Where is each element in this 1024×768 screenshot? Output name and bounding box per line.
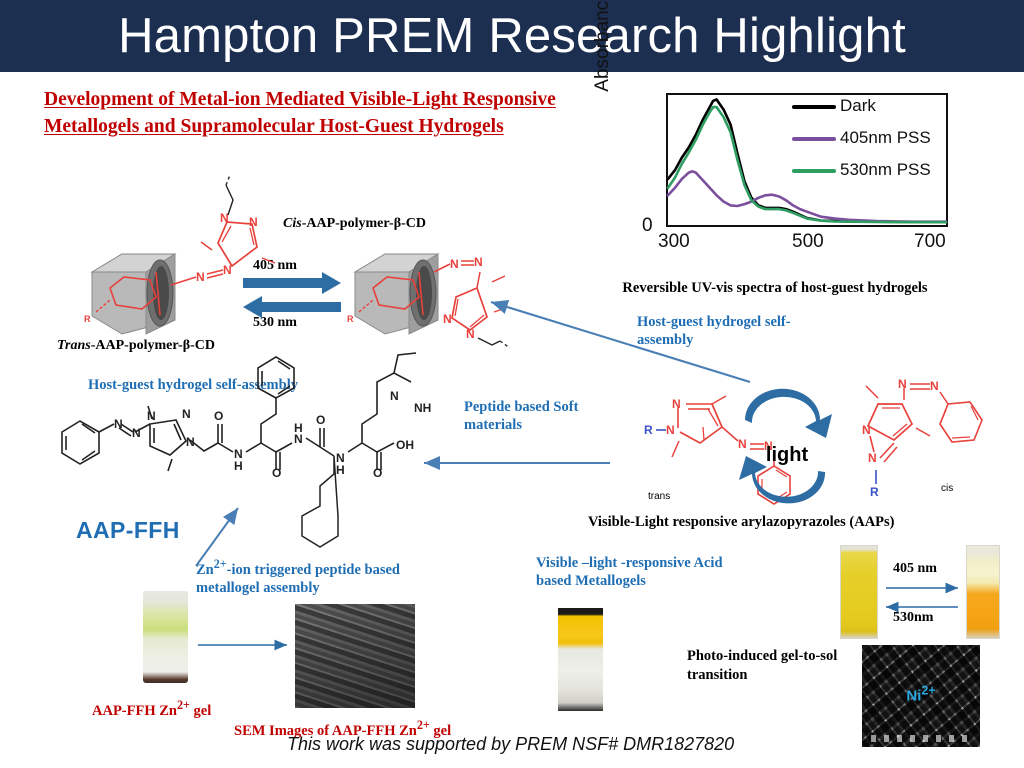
svg-text:N: N <box>666 423 675 437</box>
svg-text:N: N <box>223 263 232 277</box>
chart-x-tick-500: 500 <box>792 231 824 252</box>
svg-text:N: N <box>898 377 907 391</box>
svg-text:N: N <box>474 255 483 269</box>
sem-ni-tag: Ni2+ <box>906 683 936 705</box>
legend-swatch-530 <box>792 169 836 173</box>
light-cycle-label: light <box>766 444 809 466</box>
svg-text:R: R <box>870 485 879 499</box>
caption-sem-zn-gel: SEM Images of AAP-FFH Zn2+ gel <box>234 718 452 739</box>
legend-label-530: 530nm PSS <box>840 160 931 179</box>
cd-forward-arrow <box>243 272 341 294</box>
funding-credit: This work was supported by PREM NSF# DMR… <box>287 734 735 754</box>
annotation-visible-acid: Visible –light -responsive Acid based Me… <box>536 555 723 589</box>
legend-swatch-dark <box>792 105 836 109</box>
svg-text:N: N <box>443 312 452 326</box>
cd-forward-wavelength: 405 nm <box>253 258 297 273</box>
cd-reverse-wavelength: 530 nm <box>253 315 297 330</box>
svg-text:R: R <box>84 314 91 324</box>
svg-text:N: N <box>182 407 191 421</box>
svg-text:N: N <box>186 435 195 449</box>
chart-series-2 <box>666 105 948 224</box>
annotation-host-guest-left: Host-guest hydrogel self-assembly <box>88 377 298 393</box>
svg-text:H: H <box>294 421 303 435</box>
metallogel-forward-wavelength: 405 nm <box>893 561 937 576</box>
legend-label-dark: Dark <box>840 96 876 115</box>
photo-metallogel-gel-state <box>840 545 878 639</box>
chart-plot-area <box>666 93 948 227</box>
svg-text:N: N <box>132 426 141 440</box>
sem-scale-bar <box>871 735 971 742</box>
legend-swatch-405 <box>792 137 836 141</box>
svg-text:N: N <box>220 211 229 225</box>
svg-text:O: O <box>272 466 281 480</box>
svg-text:N: N <box>234 447 243 461</box>
cis-cd-label: Cis-AAP-polymer-β-CD <box>283 216 426 231</box>
svg-text:R: R <box>347 314 354 324</box>
chart-caption: Reversible UV-vis spectra of host-guest … <box>622 280 928 296</box>
legend-label-405: 405nm PSS <box>840 128 931 147</box>
svg-text:N: N <box>249 215 258 229</box>
trans-cyclodextrin-icon: R <box>84 253 177 335</box>
svg-text:OH: OH <box>396 438 414 452</box>
photo-sem-ni-gel: Ni2+ <box>862 645 980 747</box>
annotation-peptide-soft: Peptide based Soft materials <box>464 399 579 433</box>
svg-text:H: H <box>336 463 345 477</box>
svg-text:N: N <box>930 379 939 393</box>
svg-text:N: N <box>147 409 156 423</box>
svg-text:N: N <box>114 417 123 431</box>
cis-azo-pyrazole: N N N N <box>433 255 511 349</box>
annotation-photo-induced: Photo-induced gel-to-sol transition <box>687 648 838 683</box>
photo-sem-zn-gel <box>295 604 415 708</box>
chart-y-axis-label: Absorbance <box>592 0 613 92</box>
svg-text:N: N <box>738 437 747 451</box>
photo-aap-ffh-zn-gel <box>143 591 188 683</box>
aap-cis-label: cis <box>941 483 954 494</box>
svg-text:H: H <box>234 459 243 473</box>
trans-cd-label: Trans-AAP-polymer-β-CD <box>57 338 215 353</box>
photo-metallogel-sol-state <box>966 545 1000 639</box>
chart-x-tick-700: 700 <box>914 231 946 252</box>
svg-text:O: O <box>373 466 382 480</box>
header-bar <box>0 0 1024 72</box>
svg-text:N: N <box>336 451 345 465</box>
uvvis-chart: Absorbance 0 300 500 700 Dark 405nm PSS … <box>592 0 962 261</box>
svg-text:N: N <box>450 257 459 271</box>
light-cycle-arrows <box>739 388 832 504</box>
svg-text:N: N <box>764 439 773 453</box>
caption-zn-gel: AAP-FFH Zn2+ gel <box>92 698 212 719</box>
annotation-host-guest-right: Host-guest hydrogel self-assembly <box>637 314 791 348</box>
svg-text:O: O <box>214 409 223 423</box>
project-title: Development of Metal-ion Mediated Visibl… <box>44 89 556 137</box>
annotation-zn-trigger: Zn2+-ion triggered peptide based metallo… <box>196 557 400 596</box>
aap-ffh-label: AAP-FFH <box>76 517 180 543</box>
aap-caption: Visible-Light responsive arylazopyrazole… <box>588 514 895 530</box>
chart-series-1 <box>666 170 948 223</box>
chart-curves <box>666 98 948 224</box>
svg-text:NH: NH <box>414 401 431 415</box>
svg-text:N: N <box>862 423 871 437</box>
svg-text:N: N <box>294 432 303 446</box>
aap-cis-structure: N N R N N <box>862 377 983 499</box>
trans-azo-linkage: N N <box>170 263 232 286</box>
page-title: Hampton PREM Research Highlight <box>118 9 906 63</box>
chart-y-tick-0: 0 <box>642 215 653 236</box>
svg-text:R: R <box>644 423 653 437</box>
svg-text:N: N <box>868 451 877 465</box>
photo-acid-metallogel <box>558 608 603 711</box>
trans-pyrazole-ring: N N <box>200 174 276 268</box>
metallogel-reverse-wavelength: 530nm <box>893 610 934 625</box>
chart-x-tick-300: 300 <box>658 231 690 252</box>
cis-cyclodextrin-icon: R <box>347 253 440 335</box>
svg-text:O: O <box>316 413 325 427</box>
svg-text:N: N <box>390 389 399 403</box>
aap-trans-structure: R N N N N <box>644 395 791 505</box>
svg-text:N: N <box>672 397 681 411</box>
svg-text:N: N <box>466 327 475 341</box>
aap-trans-label: trans <box>648 491 671 502</box>
svg-text:N: N <box>196 270 205 284</box>
